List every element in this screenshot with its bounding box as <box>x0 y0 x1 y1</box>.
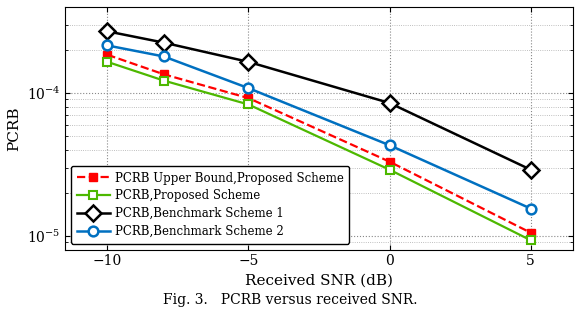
PCRB Upper Bound,Proposed Scheme <box>245 96 252 100</box>
PCRB,Benchmark Scheme 2 <box>245 86 252 90</box>
PCRB,Benchmark Scheme 1 <box>160 41 167 44</box>
Line: PCRB Upper Bound,Proposed Scheme: PCRB Upper Bound,Proposed Scheme <box>104 51 535 236</box>
PCRB,Proposed Scheme <box>160 79 167 83</box>
PCRB,Benchmark Scheme 2 <box>386 143 393 147</box>
PCRB,Benchmark Scheme 2 <box>104 44 111 47</box>
Legend: PCRB Upper Bound,Proposed Scheme, PCRB,Proposed Scheme, PCRB,Benchmark Scheme 1,: PCRB Upper Bound,Proposed Scheme, PCRB,P… <box>71 166 349 244</box>
Y-axis label: PCRB: PCRB <box>7 106 21 150</box>
PCRB Upper Bound,Proposed Scheme <box>160 72 167 76</box>
PCRB Upper Bound,Proposed Scheme <box>104 53 111 57</box>
PCRB,Benchmark Scheme 1 <box>104 29 111 33</box>
Text: Fig. 3.   PCRB versus received SNR.: Fig. 3. PCRB versus received SNR. <box>163 293 417 307</box>
PCRB,Proposed Scheme <box>245 103 252 107</box>
Line: PCRB,Benchmark Scheme 1: PCRB,Benchmark Scheme 1 <box>102 26 537 175</box>
PCRB Upper Bound,Proposed Scheme <box>527 231 534 235</box>
PCRB,Proposed Scheme <box>386 168 393 172</box>
PCRB,Benchmark Scheme 1 <box>245 60 252 64</box>
X-axis label: Received SNR (dB): Received SNR (dB) <box>245 274 393 288</box>
PCRB,Benchmark Scheme 1 <box>386 101 393 105</box>
PCRB Upper Bound,Proposed Scheme <box>386 160 393 164</box>
PCRB,Benchmark Scheme 2 <box>527 207 534 211</box>
Line: PCRB,Benchmark Scheme 2: PCRB,Benchmark Scheme 2 <box>103 41 535 213</box>
PCRB,Proposed Scheme <box>104 60 111 64</box>
PCRB,Benchmark Scheme 1 <box>527 168 534 172</box>
PCRB,Proposed Scheme <box>527 238 534 242</box>
Line: PCRB,Proposed Scheme: PCRB,Proposed Scheme <box>104 58 535 244</box>
PCRB,Benchmark Scheme 2 <box>160 54 167 58</box>
